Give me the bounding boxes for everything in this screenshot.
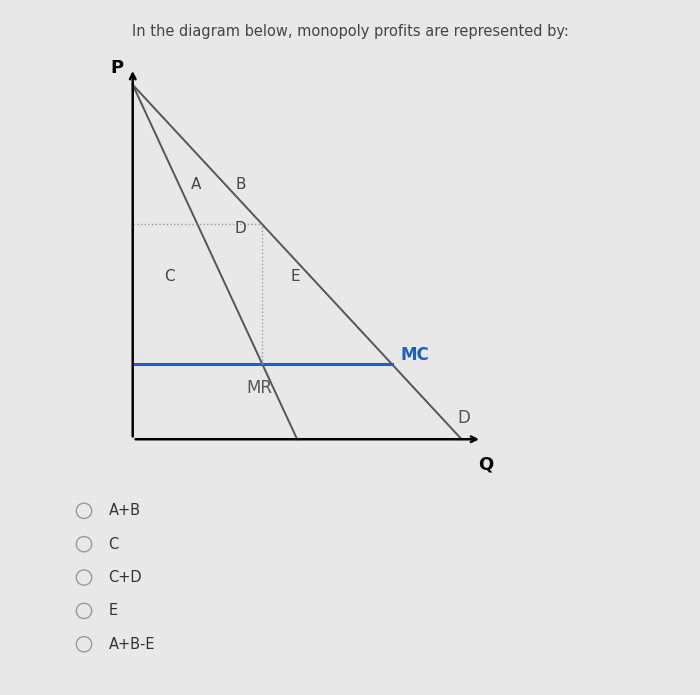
Text: MR: MR (246, 379, 272, 398)
Text: In the diagram below, monopoly profits are represented by:: In the diagram below, monopoly profits a… (132, 24, 568, 40)
Text: A+B-E: A+B-E (108, 637, 155, 652)
Text: D: D (458, 409, 470, 427)
Text: C: C (108, 537, 119, 552)
Text: D: D (234, 221, 246, 236)
Text: E: E (108, 603, 118, 619)
Text: E: E (290, 269, 300, 284)
Text: MC: MC (400, 346, 429, 364)
Text: B: B (235, 177, 246, 193)
Text: C: C (164, 269, 174, 284)
Text: A+B: A+B (108, 503, 141, 518)
Text: P: P (110, 59, 123, 77)
Text: Q: Q (478, 455, 493, 473)
Text: A: A (190, 177, 201, 193)
Text: C+D: C+D (108, 570, 142, 585)
